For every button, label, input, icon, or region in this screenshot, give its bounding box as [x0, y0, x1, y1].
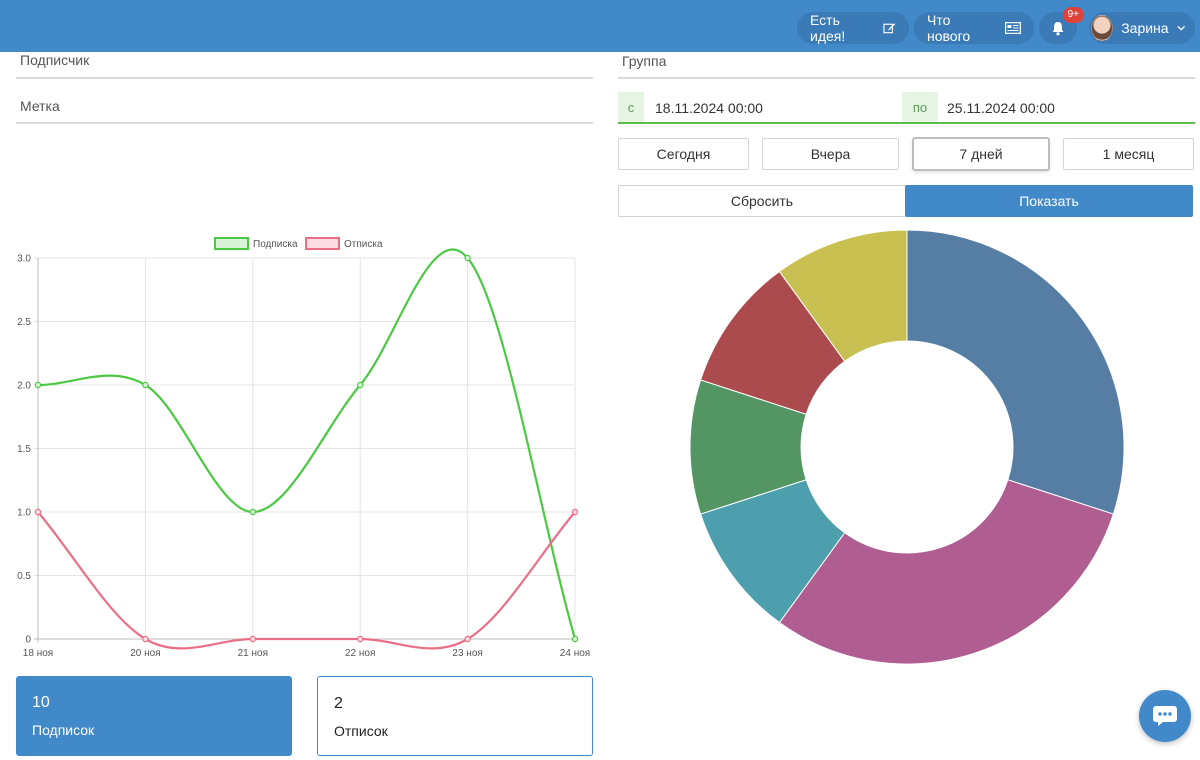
newspaper-icon: [1005, 22, 1021, 34]
date-from-input[interactable]: 18.11.2024 00:00: [655, 100, 763, 116]
donut-slice[interactable]: [778, 229, 908, 362]
period-today-button[interactable]: Сегодня: [618, 138, 749, 170]
whats-new-button[interactable]: Что нового: [914, 12, 1034, 44]
notifications-badge: 9+: [1062, 7, 1084, 23]
y-tick-label: 1.0: [17, 508, 31, 519]
data-point[interactable]: [249, 635, 256, 643]
series-line: [37, 511, 576, 650]
date-range: с 18.11.2024 00:00 по 25.11.2024 00:00: [618, 88, 1195, 124]
reset-button[interactable]: Сбросить: [618, 185, 906, 217]
date-to-prefix: по: [902, 92, 938, 122]
data-point[interactable]: [464, 635, 471, 643]
y-axis-labels: 0 0.5 1.0 1.5 2.0 2.5 3.0: [17, 254, 31, 646]
data-point[interactable]: [142, 381, 149, 389]
legend-label: Подписка: [253, 239, 298, 250]
period-7days-button[interactable]: 7 дней: [913, 138, 1049, 170]
data-point[interactable]: [357, 381, 364, 389]
data-point[interactable]: [464, 254, 471, 262]
show-button[interactable]: Показать: [905, 185, 1193, 217]
subscriptions-line-chart: Подписка Отписка 0 0.5 1.0 1.5 2.0 2.5 3.0 18 н…: [17, 237, 590, 659]
subscriptions-count: 10: [32, 694, 50, 711]
idea-label: Есть идея!: [810, 12, 846, 44]
chevron-down-icon: [1176, 25, 1185, 31]
x-tick-label: 18 ноя: [23, 648, 53, 659]
legend-label: Отписка: [344, 239, 383, 250]
data-point[interactable]: [357, 635, 364, 643]
data-point[interactable]: [571, 508, 579, 516]
unsubscriptions-label: Отписок: [334, 723, 388, 739]
pencil-square-icon: [883, 23, 896, 34]
data-point[interactable]: [571, 635, 579, 643]
x-axis-labels: 18 ноя 20 ноя 21 ноя 22 ноя 23 ноя 24 ноя: [23, 648, 590, 659]
date-from-prefix: с: [618, 92, 644, 122]
date-to-input[interactable]: 25.11.2024 00:00: [947, 100, 1055, 116]
series-line: [37, 248, 577, 640]
top-navbar: Есть идея! Что нового 9+ Зарина: [0, 0, 1200, 52]
subscriptions-card: 10 Подписок: [16, 676, 292, 756]
legend-swatch: [214, 237, 249, 250]
x-tick-label: 22 ноя: [345, 648, 375, 659]
y-tick-label: 3.0: [17, 254, 31, 265]
donut-slice[interactable]: [906, 229, 1125, 515]
idea-button[interactable]: Есть идея!: [797, 12, 909, 44]
legend-swatch: [305, 237, 340, 250]
tag-label: Метка: [20, 98, 60, 114]
period-yesterday-button[interactable]: Вчера: [762, 138, 899, 170]
chat-widget-button[interactable]: [1139, 690, 1191, 742]
avatar: [1091, 15, 1114, 41]
y-tick-label: 2.0: [17, 381, 31, 392]
data-point[interactable]: [34, 508, 42, 516]
period-month-button[interactable]: 1 месяц: [1063, 138, 1194, 170]
group-field[interactable]: Группа: [618, 52, 1195, 79]
chart-grid: [34, 257, 576, 643]
chart-series: [34, 248, 579, 650]
subscriber-label: Подписчик: [20, 52, 90, 68]
data-point[interactable]: [249, 508, 256, 516]
user-name: Зарина: [1121, 20, 1169, 36]
unsubscriptions-count: 2: [334, 695, 343, 712]
y-tick-label: 1.5: [17, 444, 31, 455]
user-menu[interactable]: Зарина: [1089, 12, 1195, 44]
bell-icon: [1052, 21, 1064, 35]
chat-bubble-icon: [1153, 706, 1177, 726]
tag-field[interactable]: Метка: [16, 92, 593, 124]
chart-legend: Подписка Отписка: [214, 237, 383, 250]
x-tick-label: 21 ноя: [238, 648, 268, 659]
group-label: Группа: [622, 53, 667, 69]
y-tick-label: 2.5: [17, 317, 31, 328]
distribution-donut-chart: [689, 229, 1125, 665]
news-label: Что нового: [927, 12, 971, 44]
data-point[interactable]: [34, 381, 42, 389]
y-tick-label: 0.5: [17, 571, 31, 582]
x-tick-label: 23 ноя: [452, 648, 482, 659]
notifications-button[interactable]: 9+: [1039, 7, 1084, 44]
y-tick-label: 0: [25, 635, 31, 646]
x-tick-label: 20 ноя: [130, 648, 160, 659]
subscriptions-label: Подписок: [32, 722, 95, 738]
x-tick-label: 24 ноя: [560, 648, 590, 659]
subscriber-field[interactable]: Подписчик: [16, 52, 593, 79]
donut-slice[interactable]: [778, 479, 1115, 665]
data-point[interactable]: [142, 635, 149, 643]
unsubscriptions-card: 2 Отписок: [317, 676, 593, 756]
